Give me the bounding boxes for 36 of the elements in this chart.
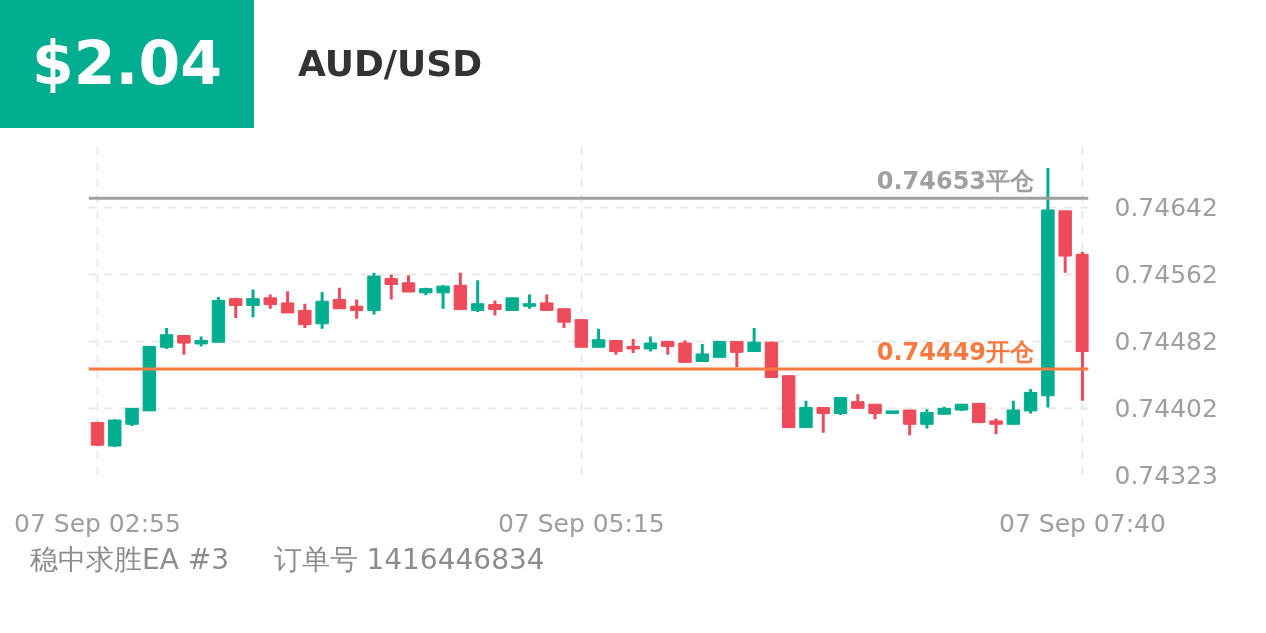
candlestick [246,289,260,319]
candlestick [730,340,744,368]
candlestick [1006,399,1021,425]
candlestick [332,286,347,310]
y-tick-label: 0.74323 [1114,460,1218,490]
y-tick-label: 0.74562 [1114,260,1218,290]
candlestick [280,291,295,314]
candlestick [799,399,813,429]
candlestick [920,409,934,429]
candlestick [159,328,174,349]
x-tick-label: 07 Sep 07:40 [999,508,1166,538]
candlestick [315,292,329,329]
candlestick [349,299,364,319]
candlestick [902,409,917,437]
x-tick-label: 07 Sep 05:15 [497,508,665,538]
candlestick [177,335,191,355]
candlestick [747,328,761,352]
candlestick [678,340,692,363]
candlestick [436,285,450,309]
chart-title: AUD/USD [298,42,483,87]
candlestick [1023,389,1038,414]
candlestick [298,303,312,329]
candlestick [591,327,606,348]
ref-line-label: 0.74653平仓 [876,167,1036,196]
text: 稳中求胜EA #3 订单号 1416446834 [30,542,545,578]
y-tick-label: 0.74642 [1114,193,1218,223]
x-tick-label: 07 Sep 02:55 [14,508,181,538]
text: $2.04 [0,0,254,128]
candlestick [384,274,398,300]
y-tick-label: 0.74402 [1114,394,1218,424]
y-tick-label: 0.74482 [1114,327,1218,357]
ref-line-label: 0.74449开仓 [876,338,1036,367]
candlestick [470,280,485,313]
candlestick [972,402,986,424]
candlestick [557,307,571,329]
candlestick [816,407,830,433]
